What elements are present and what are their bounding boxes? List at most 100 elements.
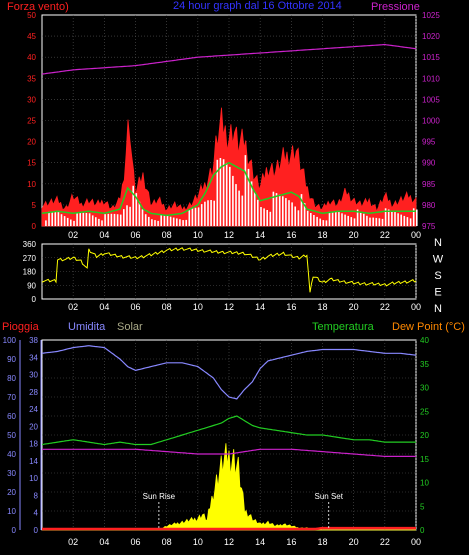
wind-speed-bar [172, 217, 175, 226]
humidity-ytick: 30 [29, 371, 38, 380]
wind-panel-xtick: 12 [224, 230, 234, 240]
wind-speed-bar [350, 217, 353, 226]
humidity-ytick: 24 [29, 405, 38, 414]
wind-speed-bar [126, 205, 128, 226]
wind-panel-xtick: 14 [255, 230, 265, 240]
wind-panel-xtick: 06 [130, 230, 140, 240]
rain-ytick: 60 [7, 412, 16, 421]
wind-speed-bar [188, 209, 191, 226]
wind-speed-bar [244, 155, 247, 226]
pressure-ytick: 1010 [422, 74, 440, 83]
direction-panel-xtick: 14 [255, 302, 265, 312]
wind-speed-bar [344, 214, 346, 226]
wind-pressure-panel: 0510152025303540455097598098599099510001… [27, 11, 440, 240]
wind-speed-bar [394, 212, 396, 226]
wind-speed-bar [129, 206, 131, 226]
wind-speed-bar [263, 208, 265, 226]
rain-ytick: 0 [12, 526, 17, 535]
direction-panel-xtick: 20 [349, 302, 359, 312]
wind-ytick: 25 [27, 117, 36, 126]
wind-speed-bar [76, 213, 78, 226]
wind-speed-bar [132, 185, 134, 226]
wind-speed-bar [247, 168, 250, 226]
pressure-ytick: 1025 [422, 11, 440, 20]
direction-panel-xtick: 16 [286, 302, 296, 312]
wind-speed-bar [107, 213, 110, 226]
wind-speed-bar [70, 219, 72, 226]
wind-speed-bar [294, 206, 296, 226]
wind-speed-bar [163, 215, 166, 226]
wind-speed-bar [310, 213, 312, 226]
sunset-label: Sun Set [314, 492, 343, 501]
wind-speed-bar [213, 200, 215, 226]
wind-speed-bar [48, 211, 50, 226]
wind-axis-title: Forza vento) [7, 1, 69, 13]
wind-ytick: 15 [27, 159, 36, 168]
wind-speed-bar [272, 191, 275, 226]
wind-panel-xtick: 18 [317, 230, 327, 240]
temperature-ytick: 15 [420, 455, 429, 464]
wind-panel-xtick: 10 [193, 230, 203, 240]
wind-speed-bar [335, 211, 337, 226]
wind-panel-xtick: 20 [349, 230, 359, 240]
wind-speed-bar [144, 214, 147, 226]
compass-label: E [434, 287, 441, 299]
humidity-ytick: 8 [34, 491, 39, 500]
humidity-panel-xtick: 22 [380, 537, 390, 547]
wind-speed-bar [60, 214, 63, 226]
pressure-axis-title: Pressione [371, 1, 420, 13]
wind-panel-xtick: 08 [162, 230, 172, 240]
humidity-ytick: 14 [29, 457, 38, 466]
wind-speed-bar [197, 207, 200, 226]
wind-speed-bar [63, 216, 66, 226]
wind-ytick: 30 [27, 95, 36, 104]
wind-speed-bar [194, 207, 197, 226]
wind-speed-bar [291, 202, 293, 226]
wind-speed-bar [98, 218, 100, 226]
wind-speed-bar [416, 209, 418, 226]
pressure-ytick: 980 [422, 201, 436, 210]
wind-speed-bar [297, 210, 300, 226]
wind-speed-bar [353, 218, 356, 226]
pressure-ytick: 985 [422, 180, 436, 189]
wind-speed-bar [66, 217, 69, 226]
wind-panel-xtick: 02 [68, 230, 78, 240]
temperature-line [41, 415, 416, 446]
wind-speed-bar [185, 219, 187, 226]
wind-speed-bar [229, 166, 231, 226]
humidity-panel-xtick: 12 [224, 537, 234, 547]
rain-ytick: 100 [3, 336, 17, 345]
humidity-panel-xtick: 16 [286, 537, 296, 547]
rain-ytick: 30 [7, 469, 16, 478]
wind-ytick: 45 [27, 32, 36, 41]
humidity-panel-xtick: 20 [349, 537, 359, 547]
wind-speed-bar [216, 159, 219, 226]
wind-speed-bar [372, 217, 374, 226]
wind-speed-bar [319, 218, 321, 226]
direction-panel-xtick: 06 [130, 302, 140, 312]
wind-speed-bar [169, 216, 172, 226]
temperature-ytick: 30 [420, 384, 429, 393]
wind-panel-xtick: 16 [286, 230, 296, 240]
humidity-ytick: 4 [34, 509, 39, 518]
wind-speed-bar [316, 216, 318, 226]
humidity-temperature-panel: Sun Rise Sun Set0102030405060708090100048… [3, 336, 430, 547]
direction-panel-xtick: 04 [99, 302, 109, 312]
temperature-ytick: 5 [420, 502, 425, 511]
temperature-ytick: 0 [420, 526, 425, 535]
wind-speed-bar [113, 213, 116, 226]
wind-speed-bar [269, 211, 272, 226]
wind-speed-bar [157, 220, 159, 226]
wind-speed-bar [322, 220, 325, 226]
humidity-panel-xtick: 00 [411, 537, 421, 547]
wind-speed-bar [123, 209, 125, 226]
wind-ytick: 20 [27, 138, 36, 147]
wind-speed-bar [235, 184, 237, 226]
wind-panel-xtick: 22 [380, 230, 390, 240]
wind-speed-bar [179, 219, 181, 226]
wind-speed-bar [110, 213, 113, 226]
wind-speed-bar [381, 218, 384, 226]
humidity-panel-xtick: 18 [317, 537, 327, 547]
wind-speed-bar [232, 175, 234, 226]
humidity-panel-xtick: 14 [255, 537, 265, 547]
